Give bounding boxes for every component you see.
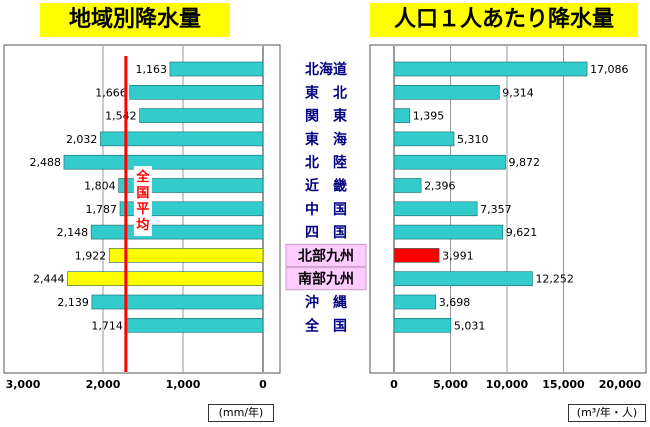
region-label: 四 国 — [305, 225, 347, 241]
right-bar — [393, 317, 452, 333]
region-label: 全 国 — [304, 317, 347, 334]
right-data-label: 3,698 — [439, 296, 471, 309]
left-chart-title: 地域別降水量 — [40, 3, 230, 37]
left-bar — [63, 154, 264, 170]
right-bar — [393, 294, 437, 310]
left-data-label: 2,444 — [33, 273, 65, 286]
right-bar — [393, 61, 588, 77]
right-bar — [393, 248, 440, 263]
left-bar — [91, 294, 264, 310]
right-data-label: 2,396 — [424, 180, 456, 193]
left-data-label: 1,542 — [105, 110, 137, 123]
left-data-label: 1,922 — [75, 249, 107, 262]
right-bar — [393, 271, 533, 287]
right-data-label: 9,621 — [506, 226, 538, 239]
right-tick-label: 0 — [390, 378, 398, 391]
left-data-label: 2,148 — [57, 226, 89, 239]
right-bar — [393, 131, 455, 147]
right-data-label: 1,395 — [413, 110, 445, 123]
left-tick-label: 1,000 — [166, 378, 201, 391]
left-unit-label: (mm/年) — [208, 404, 274, 422]
region-highlight-box — [285, 267, 367, 291]
left-tick-label: 2,000 — [86, 378, 121, 391]
right-tick-label: 20,000 — [599, 378, 642, 391]
left-data-label: 1,666 — [95, 86, 127, 99]
right-data-label: 9,872 — [509, 156, 541, 169]
region-label: 近 畿 — [305, 178, 347, 195]
region-label: 北部九州 — [298, 247, 354, 264]
right-data-label: 9,314 — [502, 86, 533, 99]
right-unit-label: (m³/年・人) — [568, 404, 646, 422]
left-data-label: 1,804 — [84, 180, 116, 193]
national-average-label: 国 — [136, 186, 149, 201]
right-tick-label: 5,000 — [433, 378, 468, 391]
left-bar — [108, 248, 264, 263]
left-bar — [100, 131, 264, 147]
left-bar — [67, 271, 264, 287]
right-data-label: 12,252 — [535, 273, 574, 286]
right-tick-label: 10,000 — [486, 378, 529, 391]
right-data-label: 5,031 — [454, 319, 486, 332]
right-data-label: 3,991 — [442, 249, 474, 262]
right-tick-label: 15,000 — [542, 378, 585, 391]
right-data-label: 17,086 — [590, 63, 629, 76]
left-data-label: 1,714 — [91, 319, 123, 332]
right-bar — [393, 154, 506, 170]
national-average-label: 均 — [136, 217, 149, 233]
region-label: 関 東 — [305, 108, 347, 125]
right-bar — [393, 85, 500, 100]
left-bar — [139, 108, 264, 123]
left-bar — [118, 178, 264, 193]
region-label: 東 海 — [305, 131, 347, 148]
region-label: 北海道 — [305, 61, 347, 78]
right-chart-title: 人口１人あたり降水量 — [370, 3, 638, 37]
left-data-label: 2,139 — [57, 296, 89, 309]
right-bar — [393, 108, 411, 123]
national-average-label-bg — [133, 166, 152, 236]
right-bar — [393, 178, 422, 193]
left-data-label: 1,163 — [135, 63, 167, 76]
region-label: 北 陸 — [305, 154, 347, 171]
left-data-label: 2,032 — [66, 133, 98, 146]
right-data-label: 5,310 — [457, 133, 489, 146]
left-bar — [119, 201, 264, 217]
left-bar — [169, 61, 264, 77]
left-data-label: 1,787 — [86, 203, 118, 216]
national-average-label: 平 — [136, 202, 149, 217]
region-label: 東 北 — [305, 84, 347, 101]
left-bar — [125, 317, 264, 333]
national-average-label: 全 — [135, 169, 150, 185]
region-label: 南部九州 — [298, 271, 354, 288]
left-tick-label: 3,000 — [6, 378, 41, 391]
region-label: 中 国 — [305, 201, 347, 218]
left-bar — [129, 85, 264, 100]
left-tick-label: 0 — [259, 378, 267, 391]
region-label: 沖 縄 — [305, 294, 347, 311]
left-data-label: 2,488 — [29, 156, 61, 169]
right-bar — [393, 201, 478, 217]
left-bar — [90, 224, 264, 240]
right-data-label: 7,357 — [480, 203, 512, 216]
right-bar — [393, 224, 504, 240]
region-highlight-box — [285, 243, 367, 267]
